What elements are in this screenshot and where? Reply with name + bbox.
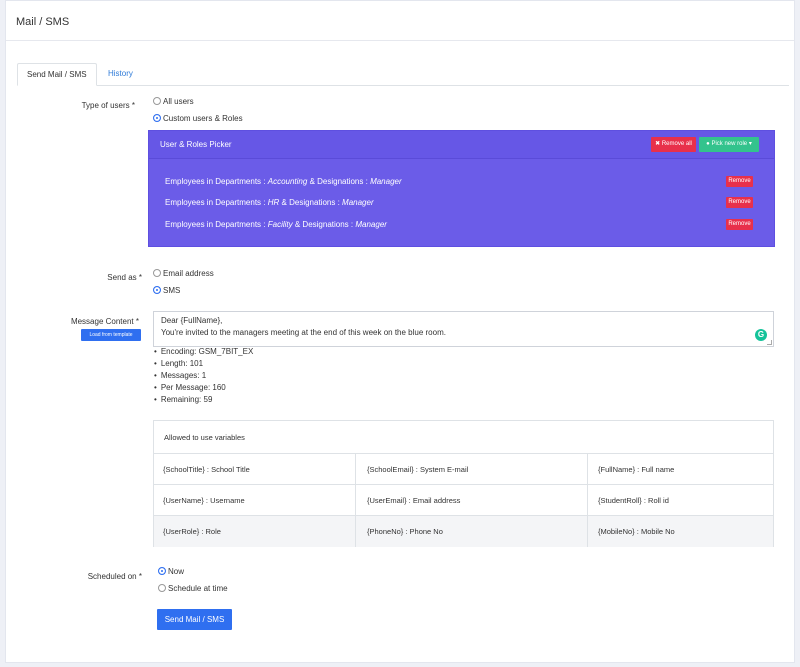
remove-button[interactable]: Remove (726, 197, 753, 208)
picker-row-department: HR (267, 198, 280, 207)
pick-new-role-button[interactable]: ● Pick new role ▾ (699, 137, 759, 152)
radio-sms[interactable]: SMS (153, 285, 180, 297)
required-marker: * (138, 572, 142, 581)
picker-row-designation: Manager (355, 220, 387, 229)
picker-row-designation: Manager (342, 198, 374, 207)
radio-now[interactable]: Now (158, 566, 184, 578)
picker-row: Employees in Departments : HR & Designat… (165, 197, 374, 209)
message-textarea[interactable]: Dear {FullName}, You're invited to the m… (153, 311, 774, 347)
title-bar: Mail / SMS (6, 1, 794, 41)
table-row: {SchoolTitle} : School Title {SchoolEmai… (154, 454, 773, 485)
stat-per-message: Per Message: 160 (154, 382, 253, 394)
message-line: Dear {FullName}, (161, 316, 223, 325)
picker-row-mid: & Designations : (294, 220, 354, 229)
required-marker: * (138, 273, 142, 282)
send-mail-sms-button[interactable]: Send Mail / SMS (157, 609, 232, 630)
variables-table-header: Allowed to use variables (154, 421, 773, 454)
sms-stats-list: Encoding: GSM_7BIT_EX Length: 101 Messag… (154, 346, 254, 406)
radio-checked-icon[interactable] (153, 114, 161, 122)
table-cell: {SchoolEmail} : System E-mail (356, 454, 588, 485)
radio-now-label: Now (168, 567, 185, 576)
table-row: {UserName} : Username {UserEmail} : Emai… (154, 485, 773, 516)
table-cell: {StudentRoll} : Roll id (598, 496, 669, 505)
type-of-users-label-text: Type of users (81, 101, 130, 110)
radio-custom-users-roles[interactable]: Custom users & Roles (153, 113, 243, 125)
table-cell: {FullName} : Full name (598, 465, 675, 474)
picker-header: User & Roles Picker ✖ Remove all ● Pick … (149, 131, 774, 159)
table-cell: {UserRole} : Role (154, 516, 356, 547)
table-cell: {MobileNo} : Mobile No (598, 527, 675, 536)
stat-messages: Messages: 1 (154, 370, 253, 382)
message-content-label-text: Message Content (70, 317, 134, 326)
radio-unchecked-icon[interactable] (153, 97, 161, 105)
picker-row-prefix: Employees in Departments : (165, 220, 266, 229)
page-title: Mail / SMS (16, 16, 70, 28)
stat-length: Length: 101 (154, 358, 253, 370)
picker-row-prefix: Employees in Departments : (165, 177, 266, 186)
required-marker: * (131, 101, 135, 110)
radio-schedule-at-time-label: Schedule at time (168, 584, 228, 593)
radio-custom-users-roles-label: Custom users & Roles (163, 114, 243, 123)
radio-unchecked-icon[interactable] (153, 269, 161, 277)
radio-email-address-label: Email address (163, 269, 214, 278)
tab-bar: Send Mail / SMS History (17, 63, 789, 86)
table-cell: {UserEmail} : Email address (356, 485, 588, 516)
resize-handle[interactable] (767, 340, 772, 345)
user-icon: ● (706, 141, 710, 147)
required-marker: * (135, 317, 139, 326)
radio-schedule-at-time[interactable]: Schedule at time (158, 583, 228, 595)
radio-checked-icon[interactable] (158, 567, 166, 575)
send-as-label: Send as * (12, 273, 142, 282)
radio-all-users[interactable]: All users (153, 96, 194, 108)
table-cell: {UserName} : Username (154, 485, 356, 516)
radio-unchecked-icon[interactable] (158, 584, 166, 592)
picker-row-prefix: Employees in Departments : (165, 198, 266, 207)
picker-row-department: Facility (267, 220, 293, 229)
variables-heading: Allowed to use variables (164, 433, 245, 442)
pick-new-role-label: Pick new role (711, 141, 748, 147)
radio-sms-label: SMS (163, 286, 181, 295)
message-content-label: Message Content * (9, 317, 139, 326)
grammarly-icon[interactable]: G (755, 329, 767, 341)
picker-title: User & Roles Picker (160, 140, 232, 149)
message-line: You're invited to the managers meeting a… (161, 328, 446, 337)
table-cell: {SchoolTitle} : School Title (154, 454, 356, 485)
radio-all-users-label: All users (163, 97, 194, 106)
send-as-label-text: Send as (107, 273, 137, 282)
picker-row: Employees in Departments : Accounting & … (165, 176, 402, 188)
user-roles-picker: User & Roles Picker ✖ Remove all ● Pick … (148, 130, 775, 247)
picker-row: Employees in Departments : Facility & De… (165, 219, 387, 231)
load-from-template-button[interactable]: Load from template (81, 329, 141, 341)
picker-row-mid: & Designations : (281, 198, 340, 207)
table-cell: {PhoneNo} : Phone No (356, 516, 588, 547)
picker-row-mid: & Designations : (309, 177, 368, 186)
caret-down-icon: ▾ (748, 141, 752, 147)
remove-all-button[interactable]: ✖ Remove all (651, 137, 696, 152)
stat-remaining: Remaining: 59 (154, 394, 253, 406)
remove-button[interactable]: Remove (726, 176, 753, 187)
stat-encoding: Encoding: GSM_7BIT_EX (154, 346, 254, 358)
type-of-users-label: Type of users * (5, 101, 135, 110)
table-row: {UserRole} : Role {PhoneNo} : Phone No {… (154, 516, 773, 547)
radio-email-address[interactable]: Email address (153, 268, 214, 280)
picker-row-department: Accounting (267, 177, 308, 186)
tab-send-mail-sms[interactable]: Send Mail / SMS (17, 63, 97, 86)
radio-checked-icon[interactable] (153, 286, 161, 294)
remove-all-label: Remove all (661, 141, 692, 147)
tab-history[interactable]: History (108, 69, 133, 78)
variables-table: Allowed to use variables {SchoolTitle} :… (153, 420, 774, 547)
scheduled-on-label: Scheduled on * (12, 572, 142, 581)
picker-row-designation: Manager (370, 177, 402, 186)
scheduled-on-label-text: Scheduled on (87, 572, 137, 581)
remove-button[interactable]: Remove (726, 219, 753, 230)
